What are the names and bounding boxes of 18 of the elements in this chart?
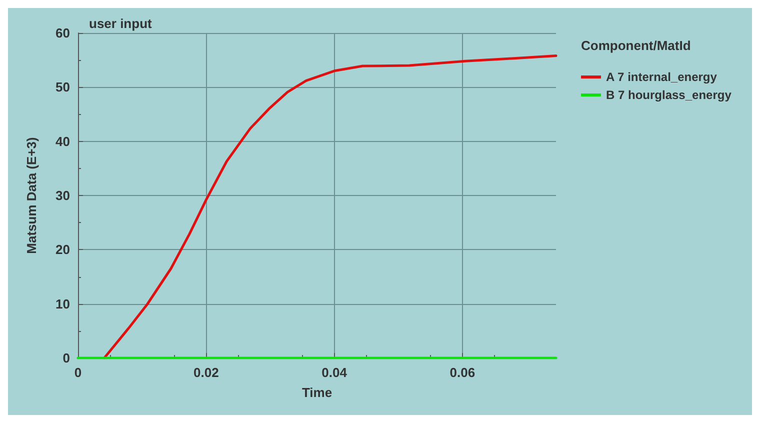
y-tick-label: 30 <box>56 188 70 203</box>
legend-title: Component/MatId <box>581 38 691 53</box>
legend-label: A 7 internal_energy <box>606 70 718 84</box>
x-tick-label: 0.06 <box>450 365 476 380</box>
y-tick-label: 0 <box>62 350 70 366</box>
y-tick-label: 10 <box>56 296 70 312</box>
y-tick-label: 60 <box>56 26 70 40</box>
x-axis-title: Time <box>302 385 332 400</box>
y-axis-title: Matsum Data (E+3) <box>24 137 39 254</box>
y-tick-label: 50 <box>56 80 70 95</box>
x-tick-label: 0.02 <box>193 365 219 380</box>
y-tick-label: 40 <box>56 134 70 149</box>
y-tick-label: 20 <box>56 242 70 258</box>
x-tick-label: 0.04 <box>322 365 348 380</box>
legend-label: B 7 hourglass_energy <box>606 88 732 102</box>
chart-title: user input <box>89 16 153 31</box>
x-tick-label: 0 <box>74 365 82 380</box>
line-series <box>103 54 558 360</box>
